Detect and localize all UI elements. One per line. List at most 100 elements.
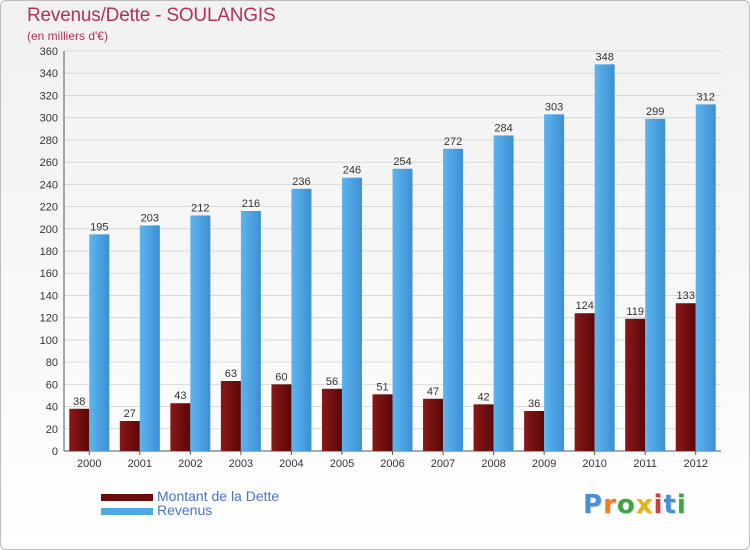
- y-tick-label: 320: [40, 90, 58, 102]
- y-tick-label: 40: [46, 402, 58, 414]
- y-tick-label: 180: [40, 246, 58, 258]
- bar-revenus: [89, 234, 110, 451]
- bar-dette: [675, 303, 696, 451]
- data-label-dette: 38: [73, 396, 85, 408]
- data-label-dette: 51: [376, 381, 388, 393]
- data-label-revenus: 246: [343, 165, 361, 177]
- data-label-dette: 36: [528, 398, 540, 410]
- bar-revenus: [443, 148, 464, 451]
- x-tick-label: 2004: [279, 458, 303, 470]
- x-tick-label: 2006: [380, 458, 404, 470]
- data-label-revenus: 348: [595, 51, 613, 63]
- y-tick-label: 0: [52, 446, 58, 458]
- y-tick-label: 100: [40, 335, 58, 347]
- legend-swatch-dette: [101, 494, 153, 501]
- data-label-revenus: 284: [494, 122, 512, 134]
- bar-dette: [321, 388, 342, 451]
- x-tick-label: 2012: [683, 458, 707, 470]
- bar-dette: [119, 421, 140, 451]
- bar-dette: [69, 408, 90, 451]
- y-tick-label: 60: [46, 379, 58, 391]
- x-tick-label: 2001: [128, 458, 152, 470]
- bar-revenus: [139, 225, 160, 451]
- y-tick-label: 280: [40, 135, 58, 147]
- bar-dette: [473, 404, 494, 451]
- legend-swatch-revenus: [101, 508, 153, 515]
- bar-dette: [574, 313, 595, 451]
- bar-revenus: [341, 177, 362, 451]
- y-tick-label: 300: [40, 113, 58, 125]
- proxiti-logo: Proxiti: [583, 490, 687, 520]
- bar-dette: [423, 398, 444, 451]
- legend-label-dette: Montant de la Dette: [157, 488, 280, 504]
- bar-dette: [625, 318, 646, 451]
- data-label-revenus: 299: [646, 106, 664, 118]
- data-label-revenus: 312: [697, 91, 715, 103]
- y-tick-label: 160: [40, 268, 58, 280]
- data-label-dette: 47: [427, 386, 439, 398]
- x-tick-label: 2002: [178, 458, 202, 470]
- data-label-dette: 56: [326, 376, 338, 388]
- bar-revenus: [493, 135, 514, 451]
- data-label-revenus: 254: [393, 156, 411, 168]
- bar-revenus: [544, 114, 565, 451]
- bar-revenus: [291, 188, 312, 451]
- y-tick-label: 20: [46, 424, 58, 436]
- x-tick-label: 2011: [633, 458, 657, 470]
- y-tick-label: 340: [40, 68, 58, 80]
- data-label-revenus: 203: [141, 212, 159, 224]
- x-tick-label: 2003: [229, 458, 253, 470]
- y-tick-label: 240: [40, 179, 58, 191]
- y-tick-label: 260: [40, 157, 58, 169]
- y-tick-label: 120: [40, 313, 58, 325]
- bar-revenus: [594, 64, 615, 452]
- bar-revenus: [240, 211, 261, 451]
- y-tick-label: 220: [40, 202, 58, 214]
- data-label-revenus: 303: [545, 101, 563, 113]
- logo-letter: x: [635, 490, 654, 520]
- x-tick-label: 2008: [481, 458, 505, 470]
- x-tick-label: 2009: [532, 458, 556, 470]
- bar-revenus: [695, 104, 716, 451]
- x-tick-label: 2005: [330, 458, 354, 470]
- y-tick-label: 200: [40, 224, 58, 236]
- data-label-dette: 43: [174, 390, 186, 402]
- data-label-revenus: 212: [191, 202, 209, 214]
- x-tick-label: 2010: [582, 458, 606, 470]
- x-tick-label: 2007: [431, 458, 455, 470]
- data-label-dette: 63: [225, 368, 237, 380]
- data-label-dette: 119: [626, 306, 644, 318]
- logo-letter: P: [583, 490, 604, 520]
- data-label-revenus: 216: [242, 198, 260, 210]
- x-tick-label: 2000: [77, 458, 101, 470]
- data-label-revenus: 195: [90, 221, 108, 233]
- bar-revenus: [392, 168, 413, 451]
- logo-letter: r: [603, 490, 617, 520]
- bar-dette: [220, 381, 241, 451]
- legend-label-revenus: Revenus: [157, 502, 213, 518]
- data-label-dette: 27: [124, 408, 136, 420]
- bar-dette: [524, 411, 545, 451]
- bar-dette: [372, 394, 393, 451]
- logo-letter: o: [616, 490, 636, 520]
- y-tick-label: 140: [40, 290, 58, 302]
- data-label-dette: 60: [275, 371, 287, 383]
- bar-dette: [271, 384, 292, 451]
- data-label-dette: 133: [677, 290, 695, 302]
- logo-letter: t: [663, 490, 677, 520]
- data-label-dette: 124: [575, 300, 593, 312]
- logo-letter: i: [676, 490, 687, 520]
- data-label-revenus: 236: [292, 176, 310, 188]
- chart-title: Revenus/Dette - SOULANGIS: [27, 5, 276, 26]
- bar-revenus: [645, 118, 666, 452]
- bar-revenus: [190, 215, 211, 451]
- y-tick-label: 360: [40, 46, 58, 58]
- bar-dette: [170, 403, 191, 451]
- data-label-dette: 42: [477, 391, 489, 403]
- chart-subtitle: (en milliers d'€): [27, 29, 108, 43]
- y-tick-label: 80: [46, 357, 58, 369]
- data-label-revenus: 272: [444, 136, 462, 148]
- logo-letter: i: [653, 490, 664, 520]
